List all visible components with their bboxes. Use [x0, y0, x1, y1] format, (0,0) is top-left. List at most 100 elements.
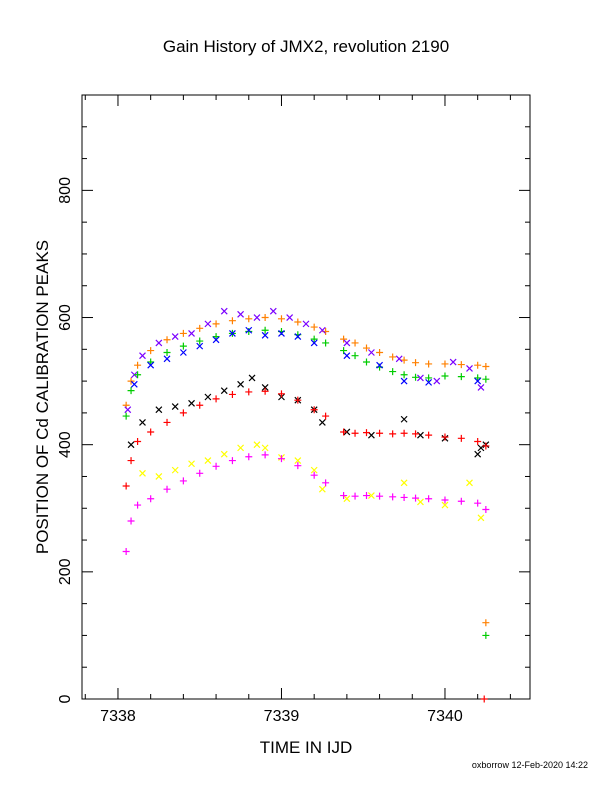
data-point: [340, 428, 348, 436]
data-point: [389, 493, 397, 501]
data-point: [294, 457, 302, 465]
data-point: [340, 335, 348, 343]
data-point: [351, 339, 359, 347]
data-point: [466, 364, 473, 372]
data-point: [449, 358, 457, 366]
data-point: [139, 419, 146, 426]
data-point: [155, 473, 163, 480]
data-point: [188, 460, 195, 468]
data-point: [318, 419, 326, 426]
data-point: [163, 336, 171, 344]
data-point: [127, 457, 135, 465]
chart-title: Gain History of JMX2, revolution 2190: [163, 37, 449, 56]
footer-note: oxborrow 12-Feb-2020 14:22: [472, 760, 588, 770]
data-point: [417, 374, 424, 382]
data-point: [294, 333, 302, 341]
data-point: [261, 384, 269, 391]
data-point: [441, 501, 449, 509]
data-point: [237, 310, 245, 318]
data-point: [351, 429, 359, 437]
data-point: [412, 373, 420, 381]
data-point: [474, 361, 482, 369]
data-point: [482, 619, 490, 627]
data-point: [286, 314, 294, 321]
data-point: [294, 462, 302, 470]
data-point: [310, 406, 318, 414]
data-point: [220, 387, 228, 395]
data-point: [134, 361, 142, 369]
data-point: [322, 412, 330, 420]
data-point: [294, 396, 302, 404]
data-point: [245, 326, 253, 334]
x-tick-label: 7338: [100, 708, 136, 725]
data-point: [261, 326, 269, 334]
data-point: [179, 477, 187, 485]
data-point: [147, 495, 155, 503]
data-point: [228, 457, 236, 465]
data-point: [212, 395, 220, 403]
series-4: [127, 374, 490, 458]
data-point: [204, 320, 212, 328]
data-point: [147, 428, 155, 436]
data-point: [130, 380, 138, 388]
data-point: [367, 349, 375, 356]
data-point: [400, 415, 408, 423]
data-point: [261, 451, 269, 459]
data-point: [389, 353, 397, 361]
data-point: [480, 695, 488, 703]
data-point: [228, 390, 236, 398]
data-point: [310, 471, 318, 479]
data-point: [179, 409, 187, 417]
y-tick-label: 400: [57, 431, 74, 458]
data-point: [196, 401, 204, 409]
data-point: [362, 492, 370, 500]
data-point: [253, 314, 261, 321]
data-point: [134, 438, 142, 446]
data-point: [417, 431, 424, 439]
data-point: [196, 337, 204, 345]
data-point: [245, 315, 253, 323]
data-point: [122, 482, 130, 490]
x-tick-label: 7340: [427, 708, 463, 725]
data-point: [261, 444, 269, 452]
data-point: [400, 479, 408, 487]
data-point: [261, 331, 269, 339]
plot-frame: [81, 94, 531, 700]
data-point: [318, 326, 326, 334]
data-point: [188, 399, 195, 407]
series-3: [130, 326, 482, 388]
data-point: [228, 317, 236, 325]
data-point: [147, 347, 155, 355]
data-point: [277, 315, 285, 323]
data-point: [376, 429, 384, 437]
data-point: [351, 352, 359, 360]
data-point: [278, 329, 285, 337]
series-2: [122, 326, 490, 639]
data-point: [147, 361, 155, 369]
data-point: [310, 335, 318, 343]
data-point: [245, 388, 253, 396]
data-point: [425, 374, 433, 382]
data-point: [245, 328, 253, 336]
data-point: [482, 362, 490, 370]
data-point: [124, 406, 132, 414]
data-point: [310, 466, 318, 474]
data-point: [425, 378, 433, 386]
data-point: [425, 360, 433, 368]
data-point: [163, 418, 171, 426]
data-point: [362, 344, 370, 352]
data-point: [340, 492, 348, 500]
data-point: [228, 329, 236, 337]
data-point: [204, 457, 212, 465]
series-0: [122, 314, 490, 627]
data-point: [134, 371, 142, 379]
data-point: [477, 384, 485, 391]
data-point: [318, 485, 326, 493]
data-point: [412, 359, 420, 367]
data-point: [127, 387, 135, 395]
data-point: [139, 352, 146, 360]
y-axis-label: POSITION OF Cd CALIBRATION PEAKS: [33, 240, 52, 554]
x-tick-label: 7339: [264, 708, 300, 725]
data-point: [340, 347, 348, 355]
